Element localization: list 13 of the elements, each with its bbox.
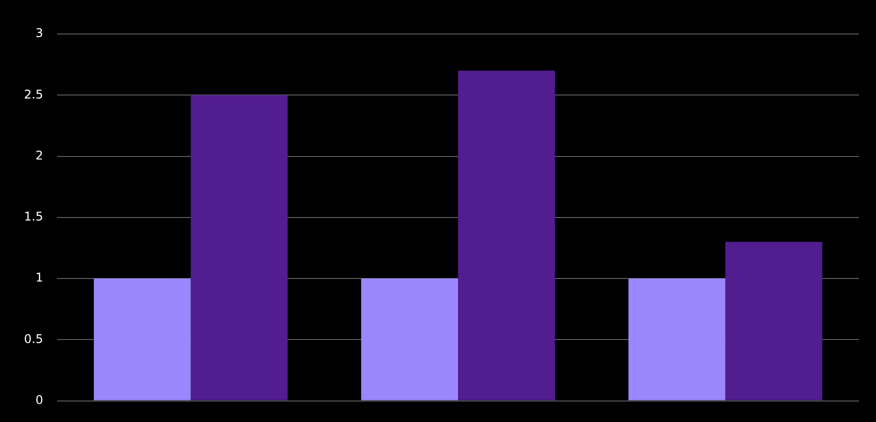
bar bbox=[628, 278, 726, 400]
y-tick-label: 1.5 bbox=[24, 210, 44, 224]
y-tick-label: 2 bbox=[35, 148, 44, 162]
y-tick-label: 0.5 bbox=[24, 332, 44, 346]
bar bbox=[458, 70, 555, 400]
bar bbox=[725, 242, 822, 400]
y-tick-label: 3 bbox=[35, 26, 44, 40]
y-tick-label: 0 bbox=[35, 392, 44, 407]
y-tick-label: 1 bbox=[35, 270, 44, 285]
bar bbox=[361, 278, 458, 400]
bar bbox=[94, 278, 191, 400]
bar bbox=[190, 95, 288, 400]
y-tick-label: 2.5 bbox=[24, 87, 44, 102]
